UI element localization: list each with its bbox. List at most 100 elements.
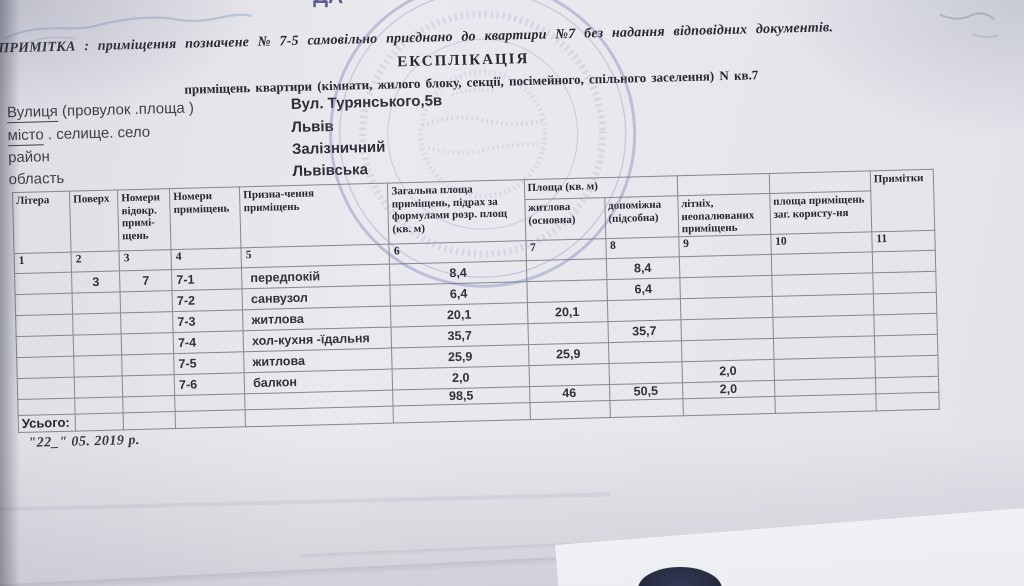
header-living: житлова (основна) [524, 197, 606, 241]
cell [75, 412, 124, 432]
cell [121, 332, 174, 355]
cell [608, 340, 682, 364]
cell [17, 398, 76, 416]
district-value: Залізничний [291, 138, 386, 159]
cell: 20,1 [526, 300, 608, 324]
cell [16, 335, 74, 358]
cell [609, 398, 684, 418]
document-page: ДА ПРИМІТКА : приміщення позначене № 7-5… [0, 0, 999, 451]
cell: 7-4 [173, 330, 244, 354]
cell [680, 296, 773, 320]
cell: 2,0 [681, 359, 775, 383]
header-room-numbers: Номери приміщень [169, 186, 242, 250]
cell [16, 356, 75, 379]
cell [678, 254, 772, 278]
cell [774, 393, 877, 414]
header-summer: літніх, неопалюваних приміщень [677, 193, 771, 237]
cell [73, 354, 123, 378]
cell: 9 [678, 234, 772, 257]
cell [771, 272, 874, 297]
cell: 25,9 [528, 342, 609, 366]
cell [122, 374, 175, 397]
cell [771, 251, 873, 276]
cell [121, 353, 175, 376]
header-common-top [768, 170, 871, 194]
explication-table: Літера Поверх Номери відокр. примі-щень … [12, 169, 940, 433]
cell [875, 376, 939, 394]
cell [393, 402, 530, 423]
cell: 7-1 [171, 267, 243, 291]
cell [525, 258, 607, 282]
date-line: "22_" 05. 2019 р. [28, 432, 141, 451]
cell: 7-2 [172, 288, 243, 312]
cell [527, 321, 609, 345]
cell [73, 333, 122, 357]
cell [15, 293, 73, 316]
cell [608, 361, 683, 385]
header-auxiliary: допоміжна (підсобна) [604, 195, 679, 239]
cell: 8,4 [605, 256, 680, 280]
total-auxiliary-value: 50,5 [609, 382, 683, 401]
cell [175, 409, 246, 429]
cell: 7-3 [172, 309, 244, 333]
header-purpose: Призна-чення приміщень [239, 183, 390, 248]
cell: 8 [605, 236, 679, 259]
cell [526, 279, 607, 303]
cell: 6,4 [606, 277, 681, 301]
cell [72, 291, 121, 315]
cell [17, 377, 75, 400]
cell [872, 250, 936, 273]
cell [772, 314, 875, 339]
cell: 11 [871, 230, 936, 252]
cell [606, 298, 681, 322]
cell: 1 [14, 252, 72, 274]
city-value: Львів [291, 117, 334, 137]
cell [875, 392, 940, 411]
cell [245, 405, 394, 427]
cell [14, 272, 73, 295]
district-label: район [7, 148, 51, 167]
cell: 3 [71, 270, 121, 294]
cell: 4 [171, 247, 242, 270]
cell [874, 334, 938, 357]
cell [528, 363, 610, 387]
cell: 7-6 [174, 372, 245, 396]
total-label: Усього: [18, 414, 76, 433]
cell [682, 396, 776, 416]
cell [681, 338, 774, 362]
background-object [638, 567, 722, 586]
cell [773, 335, 875, 360]
cell [872, 271, 937, 294]
header-litera: Літера [12, 191, 72, 254]
cell [15, 314, 74, 337]
street-label: Вулиця (провулок .площа ) [6, 99, 195, 124]
handwritten-mark: ДА [313, 0, 343, 9]
cell [120, 290, 173, 313]
region-label: область [8, 169, 65, 189]
cell: 7-5 [173, 351, 245, 375]
cell [123, 411, 176, 430]
cell: 7 [525, 238, 606, 261]
header-total-area: Загальна площа приміщень, підрах за форм… [387, 179, 526, 245]
cell [74, 375, 123, 399]
cell [873, 313, 938, 336]
cell: 10 [770, 231, 873, 255]
region-value: Львівська [292, 161, 369, 181]
cell [874, 355, 939, 378]
cell: 7 [119, 269, 173, 292]
cell: 35,7 [607, 319, 682, 343]
cell [74, 396, 124, 415]
cell [680, 317, 774, 341]
cell [122, 395, 176, 413]
header-common: площа приміщень заг. користу-ня [769, 190, 872, 235]
cell [174, 393, 246, 412]
cell [72, 312, 122, 336]
cell: 3 [119, 249, 172, 271]
header-summer-top [676, 173, 770, 196]
city-label: місто . селище. село [7, 123, 151, 147]
cell: 2 [71, 250, 120, 273]
cell [772, 293, 874, 318]
header-notes: Примітки [870, 169, 935, 232]
cell [679, 275, 773, 299]
